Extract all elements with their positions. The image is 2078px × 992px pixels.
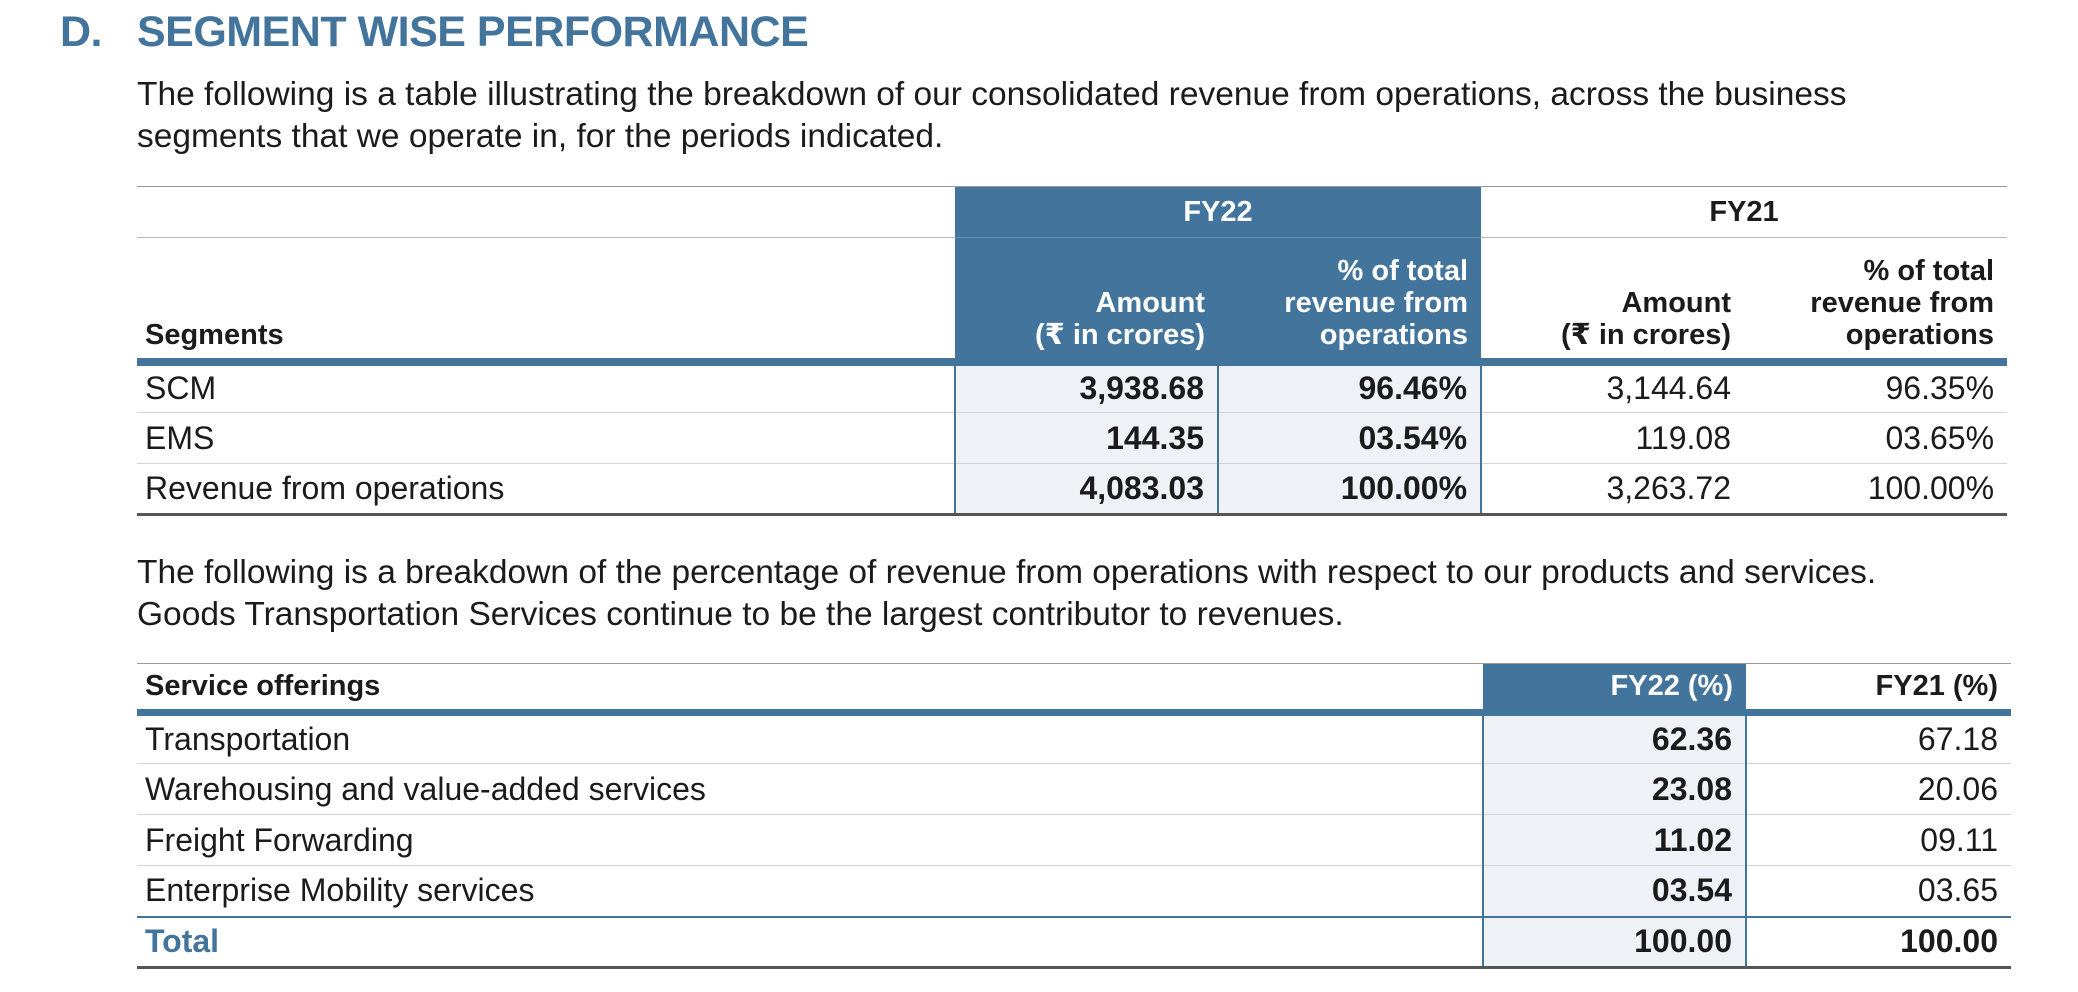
table-row: Revenue from operations 4,083.03 100.00%… xyxy=(137,463,2008,516)
services-intro-line-2: Goods Transportation Services continue t… xyxy=(137,596,1344,633)
fy22-period-header: FY22 xyxy=(955,186,1482,238)
fy22-value: 62.36 xyxy=(1482,712,1747,764)
table-row: SCM 3,938.68 96.46% 3,144.64 96.35% xyxy=(137,361,2008,413)
percent-header-line-2: revenue from xyxy=(1810,286,1995,319)
fy21-total: 100.00 xyxy=(1746,915,2011,969)
fy21-value: 09.11 xyxy=(1746,814,2011,866)
fy21-amount: 3,263.72 xyxy=(1481,463,1745,516)
fy22-percent-header: % of total revenue from operations xyxy=(1218,237,1482,366)
column-header-row: Service offerings FY22 (%) FY21 (%) xyxy=(137,663,2011,716)
amount-header-line-1: Amount xyxy=(1621,286,1732,319)
service-offerings-header: Service offerings xyxy=(137,663,1483,716)
fy21-amount: 119.08 xyxy=(1481,412,1745,464)
percent-header-line-2: revenue from xyxy=(1284,286,1469,319)
percent-header-line-1: % of total xyxy=(1337,254,1469,287)
table-row: EMS 144.35 03.54% 119.08 03.65% xyxy=(137,412,2008,464)
fy22-value: 23.08 xyxy=(1482,763,1747,815)
service-offerings-table: Service offerings FY22 (%) FY21 (%) Tran… xyxy=(137,663,2011,969)
amount-header-line-2: (₹ in crores) xyxy=(1034,318,1205,351)
fy22-percent-header: FY22 (%) xyxy=(1483,663,1746,716)
fy21-period-header: FY21 xyxy=(1481,186,2008,238)
section-title: SEGMENT WISE PERFORMANCE xyxy=(137,8,809,56)
fy21-percent-header: % of total revenue from operations xyxy=(1744,237,2008,366)
percent-header-line-1: % of total xyxy=(1863,254,1995,287)
fy21-value: 20.06 xyxy=(1746,763,2011,815)
period-header-row: FY22 FY21 xyxy=(137,186,2008,238)
amount-header-line-1: Amount xyxy=(1095,286,1205,319)
fy21-percent: 96.35% xyxy=(1744,361,2008,413)
blank-header-cell xyxy=(137,186,955,238)
fy22-amount: 144.35 xyxy=(954,412,1218,464)
percent-header-line-3: operations xyxy=(1319,318,1469,351)
fy21-value: 67.18 xyxy=(1746,712,2011,764)
fy22-amount-header: Amount (₹ in crores) xyxy=(955,237,1218,366)
column-header-row: Segments Amount (₹ in crores) % of total… xyxy=(137,237,2008,366)
fy22-total: 100.00 xyxy=(1482,915,1747,969)
fy21-percent-header: FY21 (%) xyxy=(1746,663,2011,716)
segment-name: SCM xyxy=(137,361,955,413)
service-name: Freight Forwarding xyxy=(137,814,1483,866)
segment-intro-line-1: The following is a table illustrating th… xyxy=(137,76,1847,113)
segment-intro-paragraph: The following is a table illustrating th… xyxy=(137,74,2017,158)
table-row: Freight Forwarding 11.02 09.11 xyxy=(137,814,2011,866)
segment-name: Revenue from operations xyxy=(137,463,955,516)
fy22-percent: 100.00% xyxy=(1216,463,1483,516)
service-name: Enterprise Mobility services xyxy=(137,865,1483,917)
segment-intro-line-2: segments that we operate in, for the per… xyxy=(137,118,944,155)
services-intro-line-1: The following is a breakdown of the perc… xyxy=(137,554,1877,591)
total-row: Total 100.00 100.00 xyxy=(137,915,2011,969)
fy21-value: 03.65 xyxy=(1746,865,2011,917)
fy21-percent: 100.00% xyxy=(1744,463,2008,516)
fy22-amount: 3,938.68 xyxy=(954,361,1218,413)
percent-header-line-3: operations xyxy=(1845,318,1995,351)
fy21-amount-header: Amount (₹ in crores) xyxy=(1481,237,1745,366)
total-label: Total xyxy=(137,915,1483,969)
services-intro-paragraph: The following is a breakdown of the perc… xyxy=(137,552,2017,636)
table-row: Enterprise Mobility services 03.54 03.65 xyxy=(137,865,2011,917)
fy21-amount: 3,144.64 xyxy=(1481,361,1745,413)
fy22-percent: 03.54% xyxy=(1216,412,1483,464)
section-letter: D. xyxy=(60,8,103,56)
table-row: Transportation 62.36 67.18 xyxy=(137,712,2011,764)
table-row: Warehousing and value-added services 23.… xyxy=(137,763,2011,815)
amount-header-line-2: (₹ in crores) xyxy=(1560,318,1732,351)
service-name: Transportation xyxy=(137,712,1483,764)
fy22-amount: 4,083.03 xyxy=(954,463,1218,516)
segments-column-header: Segments xyxy=(137,237,955,366)
segment-revenue-table: FY22 FY21 Segments Amount (₹ in crores) … xyxy=(137,186,2008,516)
fy22-value: 03.54 xyxy=(1482,865,1747,917)
section-heading: D. SEGMENT WISE PERFORMANCE xyxy=(60,8,809,57)
fy22-value: 11.02 xyxy=(1482,814,1747,866)
fy21-percent: 03.65% xyxy=(1744,412,2008,464)
segment-name: EMS xyxy=(137,412,955,464)
service-name: Warehousing and value-added services xyxy=(137,763,1483,815)
fy22-percent: 96.46% xyxy=(1216,361,1483,413)
